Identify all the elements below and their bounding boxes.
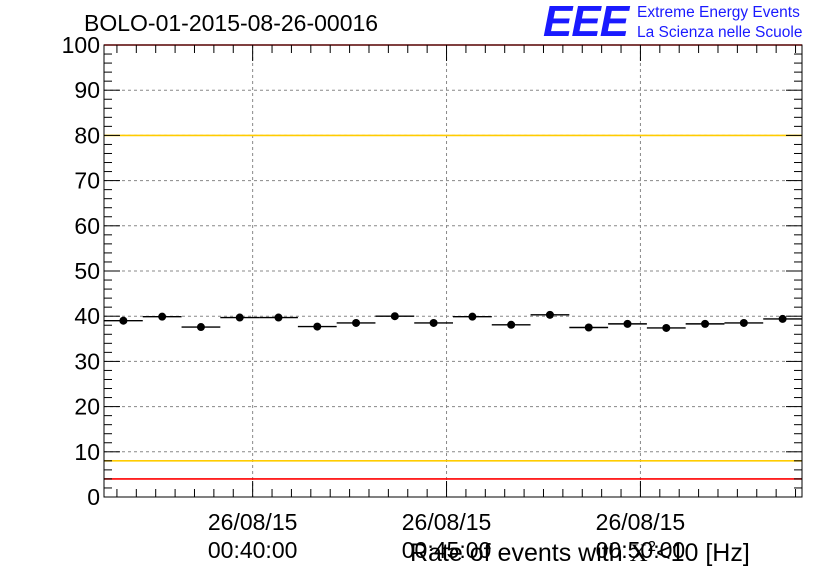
x-axis-title-suffix: <10 [Hz] <box>655 539 750 567</box>
data-point <box>235 313 244 322</box>
run-title: BOLO-01-2015-08-26-00016 <box>84 10 379 36</box>
y-tick-label: 50 <box>74 258 100 284</box>
eee-logo: EEE <box>543 0 629 46</box>
data-points <box>104 310 802 332</box>
data-point <box>429 318 438 327</box>
data-point <box>390 312 399 321</box>
data-point <box>584 323 593 332</box>
y-tick-label: 90 <box>74 77 100 103</box>
data-point <box>313 322 322 331</box>
x-tick-date-label: 26/08/15 <box>208 509 298 535</box>
data-point <box>545 310 554 319</box>
x-axis-title-symbol: X <box>629 540 648 567</box>
data-point <box>739 318 748 327</box>
data-point <box>468 312 477 321</box>
grid-layer <box>104 45 802 497</box>
data-point <box>662 323 671 332</box>
y-tick-label: 20 <box>74 394 100 420</box>
y-tick-label: 40 <box>74 303 100 329</box>
reference-lines <box>104 44 802 480</box>
x-tick-time-label: 00:45:00 <box>402 537 492 563</box>
x-tick-date-label: 26/08/15 <box>596 509 686 535</box>
x-tick-date-label: 26/08/15 <box>402 509 492 535</box>
data-point <box>119 316 128 325</box>
tick-labels: 010203040506070809010026/08/1500:40:0026… <box>62 32 686 563</box>
plot-frame <box>103 44 803 498</box>
data-point <box>507 320 516 329</box>
data-point <box>352 318 361 327</box>
y-tick-label: 0 <box>87 484 100 510</box>
data-point <box>158 312 167 321</box>
x-axis-title-prefix: Rate of events with <box>410 539 630 567</box>
y-tick-label: 80 <box>74 122 100 148</box>
y-tick-label: 100 <box>62 32 100 58</box>
data-point <box>778 314 787 323</box>
x-tick-time-label: 00:50:00 <box>596 537 686 563</box>
x-tick-time-label: 00:40:00 <box>208 537 298 563</box>
y-tick-label: 10 <box>74 439 100 465</box>
y-tick-label: 70 <box>74 168 100 194</box>
data-point <box>196 323 205 332</box>
x-axis-title-sup: 2 <box>647 538 656 555</box>
data-point <box>623 319 632 328</box>
logo-line-2: La Scienza nelle Scuole <box>637 24 803 41</box>
data-point <box>274 313 283 322</box>
x-axis-title: Rate of events with X2<10 [Hz] <box>410 538 750 568</box>
axis-layer <box>104 44 802 498</box>
data-point <box>701 319 710 328</box>
y-tick-label: 30 <box>74 348 100 374</box>
logo-line-1: Extreme Energy Events <box>637 4 800 21</box>
y-tick-label: 60 <box>74 213 100 239</box>
